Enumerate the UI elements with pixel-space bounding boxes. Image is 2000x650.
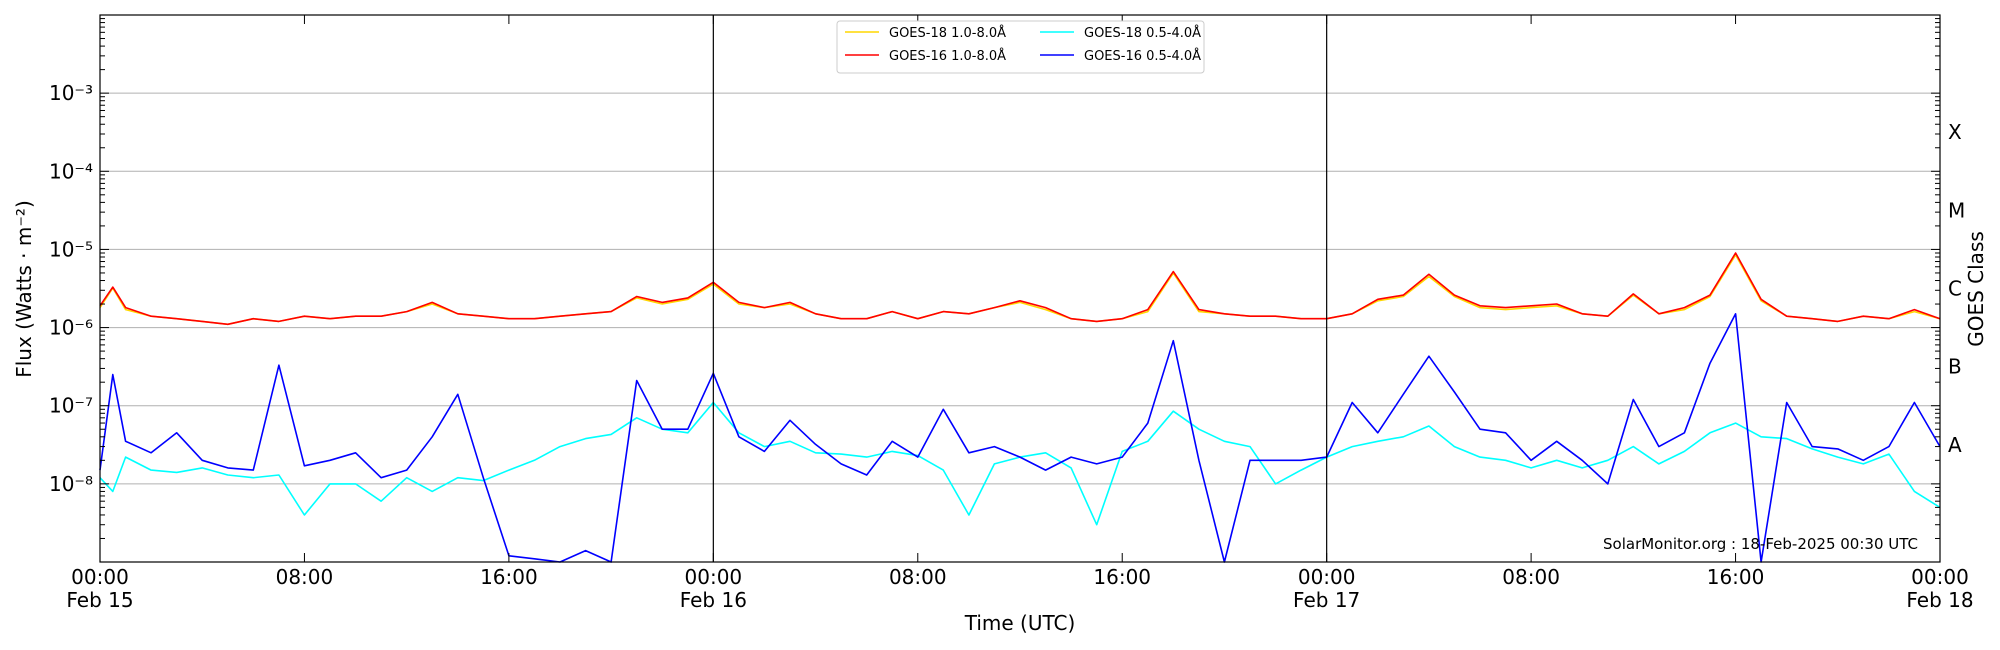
x-tick-time-label: 16:00: [1093, 565, 1151, 589]
x-tick-time-label: 00:00: [71, 565, 129, 589]
legend-box: [836, 20, 1205, 74]
legend: GOES-18 1.0-8.0Å GOES-16 1.0-8.0Å GOES-18 …: [836, 20, 1205, 74]
goes-class-label: X: [1948, 120, 1962, 144]
plot-frame: [99, 14, 1941, 563]
legend-label: GOES-18 0.5-4.0Å: [1084, 25, 1201, 41]
y-tick-label: 10⁻³: [49, 81, 93, 105]
x-tick-time-label: 00:00: [1298, 565, 1356, 589]
grid-lines: [100, 92, 1940, 485]
x-tick-date-label: Feb 18: [1906, 588, 1973, 612]
x-tick-time-label: 08:00: [276, 565, 334, 589]
y-tick-label: 10⁻⁶: [49, 316, 93, 340]
y-axis-ticks: 10⁻⁸ 10⁻⁷ 10⁻⁶ 10⁻⁵ 10⁻⁴ 10⁻³: [49, 14, 1940, 563]
series-line-3: [99, 312, 1941, 563]
x-tick-time-label: 00:00: [685, 565, 743, 589]
x-tick-time-label: 16:00: [1707, 565, 1765, 589]
x-tick-date-label: Feb 17: [1293, 588, 1360, 612]
series-line-2: [99, 401, 1941, 526]
day-boundary-lines: [712, 15, 1328, 562]
x-tick-date-label: Feb 16: [680, 588, 747, 612]
goes-class-label: A: [1948, 433, 1962, 457]
y-tick-label: 10⁻⁴: [49, 159, 93, 183]
legend-label: GOES-18 1.0-8.0Å: [889, 25, 1006, 41]
x-tick-date-label: Feb 15: [66, 588, 133, 612]
series-line-1: [99, 252, 1941, 326]
x-tick-time-label: 08:00: [1502, 565, 1560, 589]
watermark-text: SolarMonitor.org : 18-Feb-2025 00:30 UTC: [1603, 535, 1918, 553]
goes-class-labels: A B C M X: [1948, 120, 1965, 457]
legend-label: GOES-16 1.0-8.0Å: [889, 48, 1006, 64]
y-tick-label: 10⁻⁸: [49, 472, 93, 496]
y-axis-title: Flux (Watts · m⁻²): [12, 200, 36, 378]
legend-label: GOES-16 0.5-4.0Å: [1084, 48, 1201, 64]
y-tick-label: 10⁻⁷: [49, 394, 93, 418]
x-tick-time-label: 08:00: [889, 565, 947, 589]
goes-class-label: B: [1948, 355, 1962, 379]
x-tick-time-label: 16:00: [480, 565, 538, 589]
series-lines: [99, 252, 1941, 563]
x-tick-time-label: 00:00: [1911, 565, 1969, 589]
goes-class-label: C: [1948, 277, 1962, 301]
y-tick-label: 10⁻⁵: [49, 237, 93, 261]
x-axis-title: Time (UTC): [964, 611, 1076, 635]
goes-class-label: M: [1948, 198, 1965, 222]
right-axis-title: GOES Class: [1964, 231, 1988, 347]
